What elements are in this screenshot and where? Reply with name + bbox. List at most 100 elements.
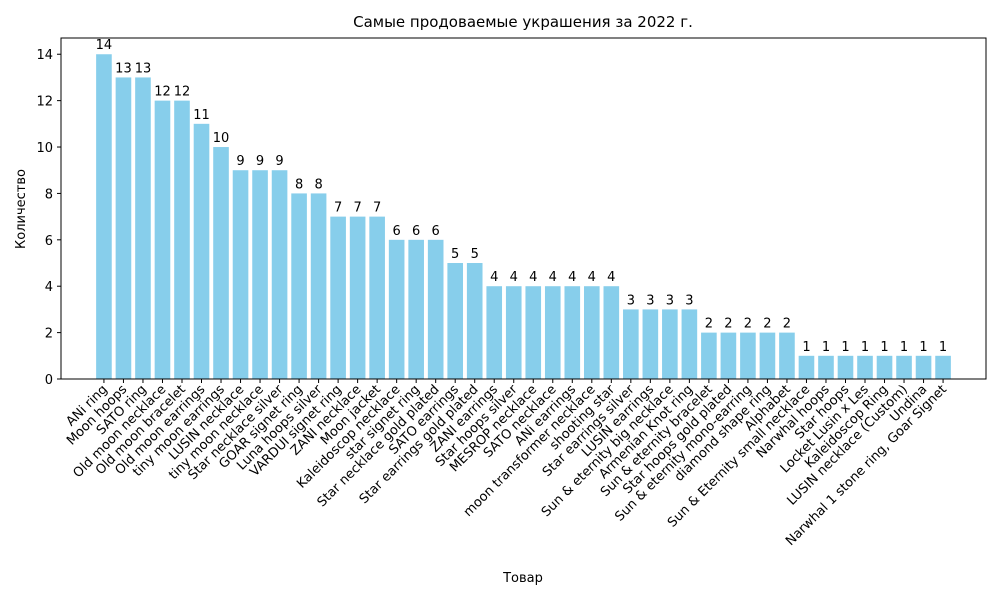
- bar: [349, 216, 366, 379]
- data-label: 7: [373, 201, 381, 216]
- data-label: 11: [193, 108, 210, 123]
- data-label: 14: [96, 38, 113, 53]
- data-label: 12: [174, 85, 191, 100]
- data-label: 3: [646, 293, 654, 308]
- bar: [408, 239, 424, 379]
- data-label: 4: [607, 270, 615, 285]
- bar: [896, 355, 912, 379]
- y-tick-label: 0: [45, 373, 53, 388]
- data-label: 4: [549, 270, 557, 285]
- data-label: 6: [432, 224, 440, 239]
- data-label: 9: [256, 154, 264, 169]
- data-label: 9: [275, 154, 283, 169]
- data-label: 1: [841, 340, 849, 355]
- y-axis: 0 2 4 6 8 10 12 14: [36, 48, 61, 388]
- bar: [135, 77, 151, 380]
- bars-layer: [96, 54, 951, 380]
- data-label: 8: [314, 177, 322, 192]
- data-label: 5: [471, 247, 479, 262]
- data-label: 2: [705, 317, 713, 332]
- data-label: 1: [861, 340, 869, 355]
- bar: [291, 193, 307, 379]
- bar: [271, 170, 288, 379]
- data-label: 1: [900, 340, 908, 355]
- bar: [662, 309, 678, 379]
- chart-title: Самые продоваемые украшения за 2022 г.: [353, 13, 693, 31]
- data-label: 1: [880, 340, 888, 355]
- data-label: 1: [802, 340, 810, 355]
- data-label: 3: [685, 293, 693, 308]
- bar: [701, 332, 717, 379]
- data-label: 2: [744, 317, 752, 332]
- bar: [232, 170, 249, 379]
- bar: [544, 286, 561, 379]
- bar: [583, 286, 600, 379]
- bar: [876, 355, 893, 379]
- bar: [759, 332, 776, 379]
- data-label: 2: [724, 317, 732, 332]
- bar: [252, 170, 268, 379]
- data-label: 6: [412, 224, 420, 239]
- bar: [96, 54, 112, 379]
- data-label: 2: [783, 317, 791, 332]
- bar: [193, 123, 210, 380]
- data-label: 9: [236, 154, 244, 169]
- bar: [330, 216, 346, 379]
- data-label: 12: [154, 85, 171, 100]
- bar: [818, 355, 834, 379]
- data-label: 10: [213, 131, 230, 146]
- y-tick-label: 12: [36, 95, 53, 110]
- bar: [564, 286, 581, 379]
- bar: [388, 239, 405, 379]
- bar: [837, 355, 854, 379]
- x-axis-label: Товар: [502, 571, 543, 586]
- bar: [115, 77, 132, 380]
- data-label: 6: [393, 224, 401, 239]
- bar: [505, 286, 522, 379]
- data-label: 8: [295, 177, 303, 192]
- data-label: 5: [451, 247, 459, 262]
- bar: [310, 193, 327, 379]
- bar: [681, 309, 698, 379]
- bar: [447, 263, 464, 379]
- data-label: 13: [115, 61, 132, 76]
- bar: [486, 286, 503, 379]
- bar: [857, 355, 873, 379]
- bar: [720, 332, 737, 379]
- bar: [915, 355, 932, 379]
- data-label: 4: [490, 270, 498, 285]
- data-label: 4: [529, 270, 537, 285]
- bar: [798, 355, 815, 379]
- bar: [213, 147, 229, 379]
- data-label: 3: [627, 293, 635, 308]
- data-label: 13: [135, 61, 152, 76]
- bar: [427, 239, 444, 379]
- data-label: 4: [588, 270, 596, 285]
- bar: [466, 263, 483, 379]
- y-tick-label: 4: [45, 280, 53, 295]
- data-label: 4: [568, 270, 576, 285]
- data-label: 4: [510, 270, 518, 285]
- y-axis-label: Количество: [14, 169, 29, 249]
- y-tick-label: 10: [36, 141, 53, 156]
- data-label: 7: [334, 201, 342, 216]
- data-label: 7: [353, 201, 361, 216]
- bar: [642, 309, 659, 379]
- data-label: 1: [939, 340, 947, 355]
- bar: [740, 332, 756, 379]
- bar: [603, 286, 620, 379]
- y-tick-label: 14: [36, 48, 53, 63]
- bar: [369, 216, 385, 379]
- bar: [623, 309, 639, 379]
- data-label: 2: [763, 317, 771, 332]
- bar: [779, 332, 795, 379]
- y-tick-label: 6: [45, 234, 53, 249]
- data-label: 1: [822, 340, 830, 355]
- bar: [174, 100, 190, 379]
- data-label: 3: [666, 293, 674, 308]
- bar: [154, 100, 171, 379]
